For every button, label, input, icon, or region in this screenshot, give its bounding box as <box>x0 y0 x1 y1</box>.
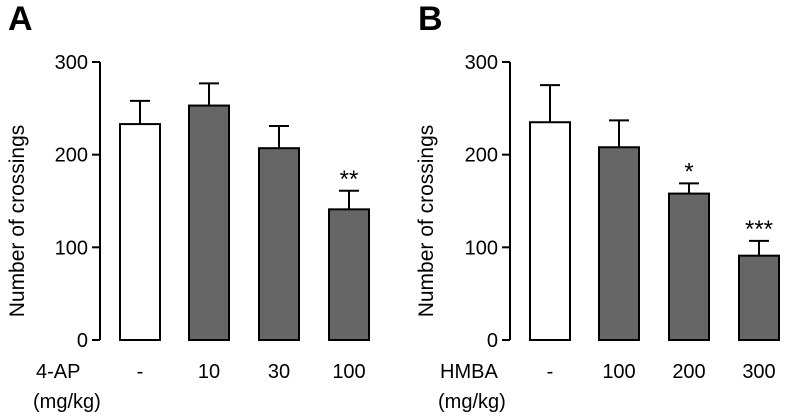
x-category-label: - <box>137 361 144 383</box>
y-tick-label: 200 <box>55 145 88 167</box>
panel-letter: B <box>418 0 443 38</box>
bar <box>258 147 300 341</box>
y-tick-label: 100 <box>465 237 498 259</box>
bar <box>188 104 230 342</box>
significance-label: ** <box>340 166 359 193</box>
chart-panel-b: B 0 100 200 300 Number of crossings - 100 * 200 **… <box>415 0 780 413</box>
x-axis-unit: (mg/kg) <box>438 391 506 413</box>
panel-letter: A <box>8 0 33 38</box>
significance-label: * <box>684 158 693 185</box>
y-axis-label: Number of crossings <box>415 125 438 318</box>
bar <box>328 208 370 341</box>
y-tick-label: 0 <box>487 330 498 352</box>
bar <box>668 192 710 341</box>
x-category-label: 10 <box>198 361 220 383</box>
y-tick-label: 200 <box>465 145 498 167</box>
x-axis-label: HMBA <box>440 361 498 383</box>
y-tick-label: 100 <box>55 237 88 259</box>
x-category-label: 100 <box>602 361 635 383</box>
y-tick-label: 0 <box>77 330 88 352</box>
y-axis-label: Number of crossings <box>6 125 29 318</box>
bar <box>598 146 640 341</box>
x-axis-label: 4-AP <box>36 361 80 383</box>
bar <box>529 121 571 341</box>
x-category-label: 100 <box>332 361 365 383</box>
y-tick-label: 300 <box>55 52 88 74</box>
chart-panel-a: A 0 100 200 300 Number of crossings - 10 30 ** 100… <box>6 0 370 413</box>
significance-label: *** <box>745 216 773 243</box>
x-category-label: 300 <box>742 361 775 383</box>
bar <box>119 123 161 341</box>
x-category-label: - <box>547 361 554 383</box>
y-tick-label: 300 <box>465 52 498 74</box>
bar <box>738 254 780 342</box>
x-category-label: 200 <box>672 361 705 383</box>
x-category-label: 30 <box>268 361 290 383</box>
x-axis-unit: (mg/kg) <box>33 391 101 413</box>
